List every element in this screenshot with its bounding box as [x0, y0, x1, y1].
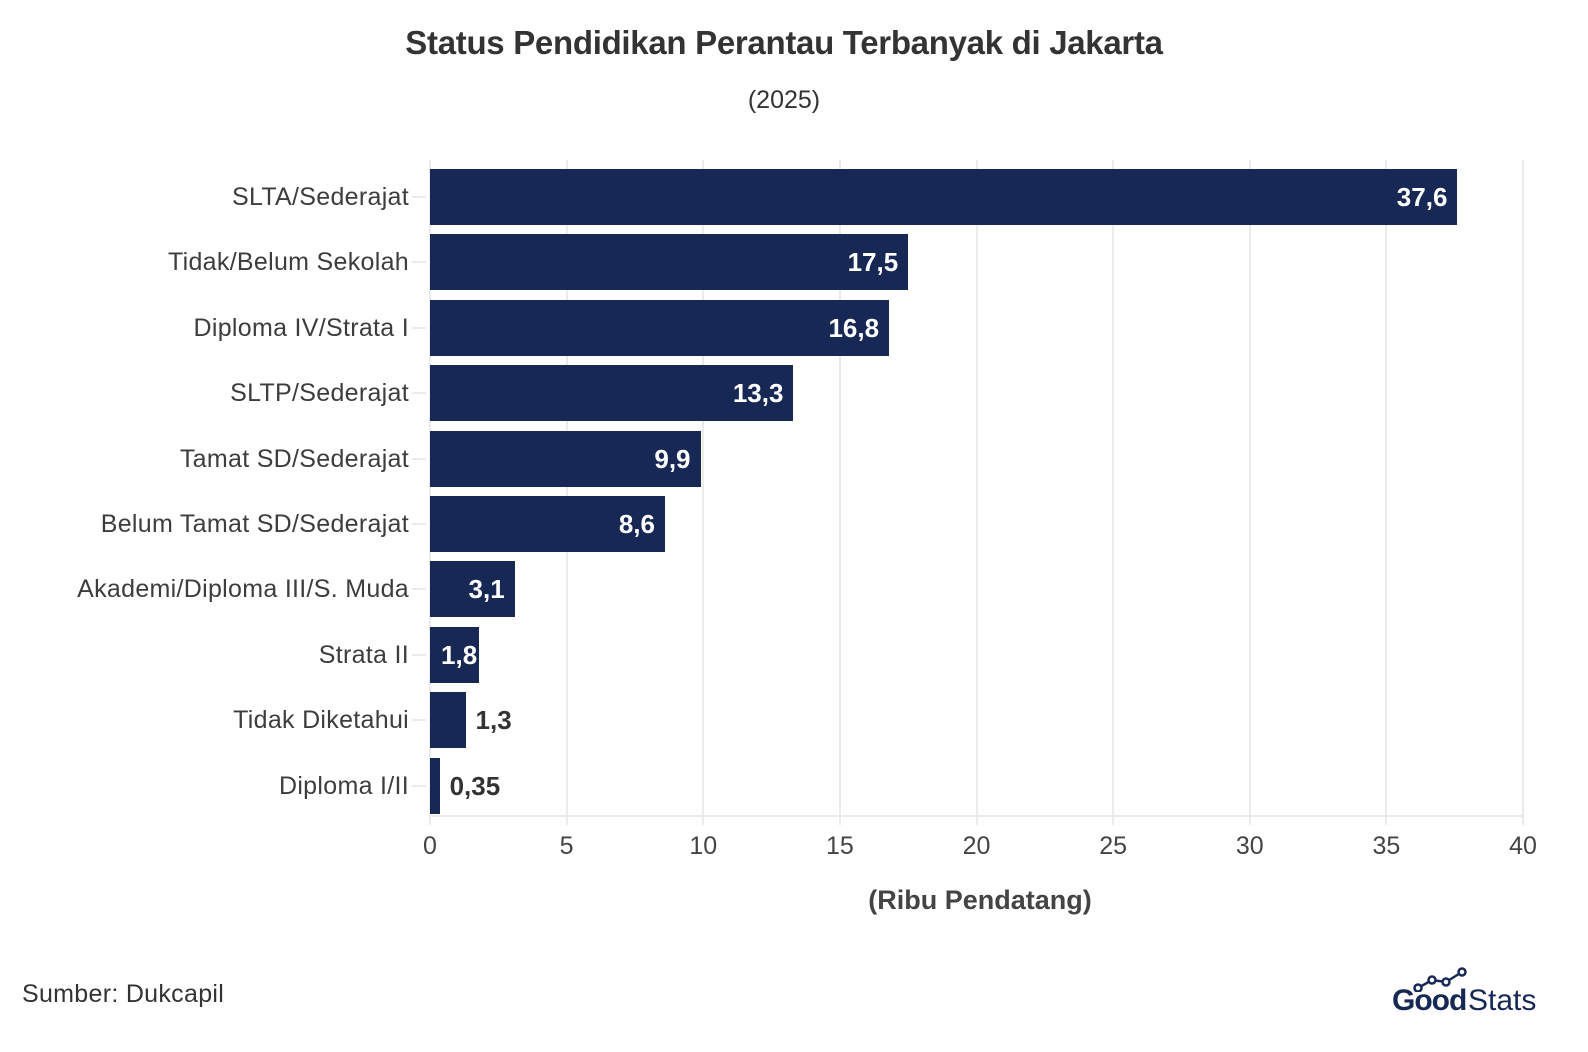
- value-label: 1,3: [475, 705, 512, 736]
- x-tick-label: 10: [689, 832, 718, 860]
- y-tick-mark: [412, 784, 426, 787]
- bar: [430, 365, 794, 422]
- x-tick-label: 15: [825, 832, 854, 860]
- chart-subtitle: (2025): [747, 86, 821, 114]
- y-tick-mark: [412, 588, 426, 591]
- category-label: Akademi/Diploma III/S. Muda: [77, 575, 409, 604]
- value-label: 8,6: [618, 509, 655, 539]
- category-label: Strata II: [318, 640, 409, 669]
- x-tick-label: 20: [962, 832, 991, 860]
- gridline: [838, 160, 841, 825]
- logo-text-light: Stats: [1468, 984, 1537, 1017]
- bar: [430, 430, 701, 487]
- gridline: [1248, 160, 1251, 825]
- bar: [430, 692, 466, 749]
- bar: [430, 234, 909, 291]
- category-label: SLTA/Sederajat: [232, 183, 409, 211]
- logo-text-bold: Good: [1392, 984, 1467, 1017]
- bar-row: Diploma I/II 0,35: [0, 757, 1523, 814]
- category-label: Diploma IV/Strata I: [193, 313, 409, 342]
- bar-row: Tamat SD/Sederajat 9,9: [0, 430, 1523, 487]
- bar-row: SLTA/Sederajat 37,6: [0, 169, 1523, 225]
- source-note: Sumber: Dukcapil: [22, 980, 225, 1008]
- value-label: 16,8: [828, 312, 880, 343]
- value-label: 1,8: [441, 639, 478, 670]
- bar-row: Strata II 1,8: [0, 626, 1523, 683]
- x-tick-label: 5: [559, 832, 574, 860]
- category-label: Tidak Diketahui: [233, 706, 409, 735]
- y-tick-mark: [412, 326, 426, 329]
- y-tick-mark: [412, 196, 426, 198]
- bar: [430, 757, 440, 814]
- gridline: [1112, 160, 1115, 825]
- bar: [430, 626, 480, 683]
- bar-row: Diploma IV/Strata I 16,8: [0, 299, 1523, 356]
- value-label: 3,1: [468, 574, 505, 605]
- category-label: Belum Tamat SD/Sederajat: [100, 510, 409, 538]
- gridline: [702, 160, 705, 825]
- x-tick-label: 0: [423, 832, 437, 860]
- chart-title: Status Pendidikan Perantau Terbanyak di …: [405, 24, 1163, 61]
- value-label: 13,3: [732, 378, 784, 409]
- x-tick-label: 30: [1235, 832, 1264, 860]
- category-label: SLTP/Sederajat: [230, 379, 409, 408]
- value-label: 17,5: [847, 247, 899, 278]
- value-label: 37,6: [1396, 182, 1448, 212]
- bar: [430, 561, 515, 618]
- bar-row: Belum Tamat SD/Sederajat 8,6: [0, 496, 1523, 552]
- x-tick-label: 35: [1372, 832, 1401, 860]
- category-label: Tamat SD/Sederajat: [179, 444, 409, 473]
- gridline: [429, 160, 431, 825]
- gridline: [975, 160, 978, 825]
- y-tick-mark: [412, 719, 426, 722]
- bar-row: Tidak Diketahui 1,3: [0, 692, 1523, 749]
- gridline: [565, 160, 568, 825]
- y-tick-mark: [412, 523, 426, 525]
- y-tick-mark: [412, 457, 426, 460]
- bar: [430, 169, 1458, 225]
- x-tick-label: 40: [1509, 832, 1537, 860]
- y-tick-mark: [412, 392, 426, 395]
- bar: [430, 299, 890, 356]
- bar-row: Akademi/Diploma III/S. Muda 3,1: [0, 561, 1523, 618]
- gridline: [1385, 160, 1388, 825]
- y-tick-mark: [412, 653, 426, 656]
- bar-row: SLTP/Sederajat 13,3: [0, 365, 1523, 422]
- y-tick-mark: [412, 261, 426, 264]
- value-label: 9,9: [654, 443, 691, 474]
- category-label: Diploma I/II: [278, 771, 409, 800]
- bar-row: Tidak/Belum Sekolah 17,5: [0, 234, 1523, 291]
- trend-line-icon: [1413, 967, 1467, 992]
- goodstats-logo: Good Stats: [1390, 966, 1560, 1026]
- x-axis-label: (Ribu Pendatang): [868, 885, 1092, 915]
- x-tick-label: 25: [1099, 832, 1128, 860]
- bar: [430, 496, 665, 552]
- value-label: 0,35: [449, 770, 501, 801]
- gridline: [1522, 160, 1524, 825]
- plot-area: 0 5 10 15 20 25 30 35 40 SLTA/Sederajat 37,6 Tidak/…: [77, 160, 1537, 860]
- category-label: Tidak/Belum Sekolah: [167, 248, 409, 277]
